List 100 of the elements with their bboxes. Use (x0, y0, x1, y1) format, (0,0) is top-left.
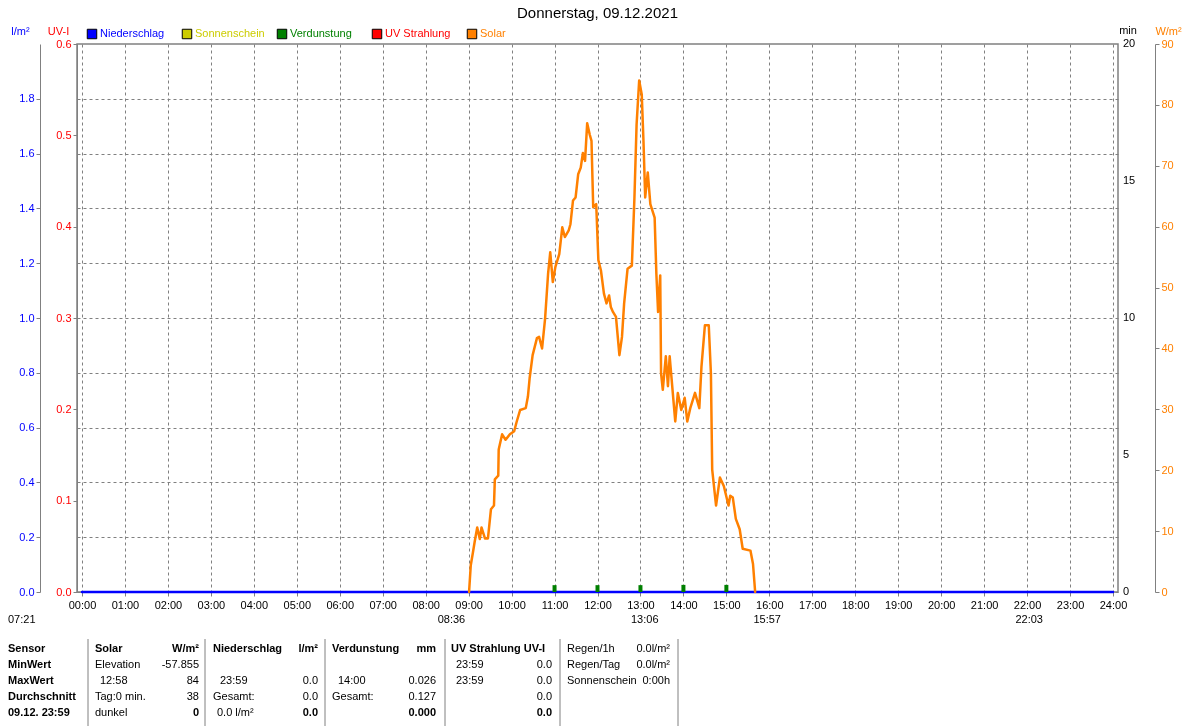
text: 0 (192, 706, 199, 718)
text: MaxWert (8, 674, 54, 686)
y-tick-label: 1.2 (19, 256, 35, 269)
text: 84 (186, 674, 199, 686)
x-tick-label: 02:00 (154, 598, 183, 611)
x-tick-label: 01:00 (111, 598, 140, 611)
annotation: 15:57 (753, 613, 781, 625)
y3-tick-label: 90 (1161, 37, 1174, 50)
text: mm (416, 642, 437, 654)
x-tick-label: 10:00 (498, 598, 526, 611)
y2-tick-label: 0.2 (56, 402, 72, 415)
y-tick-label: 0.0 (19, 585, 35, 598)
y3-tick-label: 50 (1161, 281, 1174, 294)
text: min (1119, 24, 1137, 36)
x-tick-label: 04:00 (240, 598, 269, 611)
y-axis-title: l/m² (11, 24, 30, 37)
x-tick-label: 05:00 (283, 598, 312, 611)
text: Gesamt: (332, 690, 374, 702)
x-tick-label: 15:00 (713, 598, 741, 611)
legend-label: Niederschlag (100, 27, 165, 39)
legend-label: Solar (480, 27, 507, 39)
text: Regen/1h (567, 642, 615, 654)
y-tick-label: 0.2 (19, 530, 35, 543)
legend-label: Verdunstung (290, 27, 352, 39)
text: 0.0 (536, 658, 552, 670)
y3-tick-label: 80 (1161, 98, 1174, 111)
text: 0.0 (536, 706, 552, 718)
x-tick-label: 18:00 (841, 598, 870, 611)
y2-axis-title: UV-I (47, 24, 70, 37)
text: 07:21 (8, 613, 36, 625)
y-tick-label: 1.6 (19, 147, 35, 160)
x-tick-label: 07:00 (369, 598, 397, 611)
text: 0.0l/m² (636, 642, 671, 654)
y-tick-label: 0.8 (19, 366, 35, 379)
text: Sensor (8, 642, 47, 654)
text: Elevation (95, 658, 141, 670)
text: 0.0 (302, 706, 318, 718)
y3-tick-label: 40 (1161, 341, 1174, 354)
text: 0.0l/m² (636, 658, 671, 670)
text: 0.026 (408, 674, 436, 686)
text: -57.855 (161, 658, 199, 670)
text: 0 (1123, 585, 1130, 597)
x-tick-label: 00:00 (68, 598, 97, 611)
text: 0.0 (302, 690, 318, 702)
text: Regen/Tag (567, 658, 621, 670)
x-tick-label: 20:00 (927, 598, 956, 611)
text: MinWert (8, 658, 52, 670)
chart-title: Donnerstag, 09.12.2021 (517, 4, 678, 21)
text: 15 (1123, 174, 1136, 186)
text: Verdunstung (332, 642, 400, 654)
x-tick-label: 13:00 (627, 598, 655, 611)
y-tick-label: 1.4 (19, 201, 35, 214)
text: 23:59 (456, 674, 484, 686)
x-tick-label: 23:00 (1056, 598, 1085, 611)
legend-label: Sonnenschein (195, 27, 265, 39)
y3-tick-label: 60 (1161, 220, 1174, 233)
text: 10 (1123, 311, 1136, 323)
x-tick-label: 16:00 (756, 598, 784, 611)
text: UV Strahlung UV-I (451, 642, 546, 654)
y2-tick-label: 0.3 (56, 311, 72, 324)
y2-tick-label: 0.1 (56, 494, 72, 507)
line-series (467, 79, 757, 594)
x-tick-label: 24:00 (1099, 598, 1128, 611)
text: 23:59 (456, 658, 484, 670)
y2-tick-label: 0.6 (56, 37, 72, 50)
x-tick-label: 17:00 (799, 598, 827, 611)
text: W/m² (172, 642, 200, 654)
y3-tick-label: 20 (1161, 463, 1174, 476)
x-tick-label: 14:00 (670, 598, 698, 611)
text: 12:58 (100, 674, 128, 686)
text: Solar (95, 642, 124, 654)
x-tick-label: 09:00 (455, 598, 483, 611)
annotation: 13:06 (630, 613, 659, 625)
y2-tick-label: 0.5 (56, 128, 72, 141)
text: Niederschlag (213, 642, 283, 654)
text: 38 (186, 690, 199, 702)
text: 0.0 l/m² (217, 706, 255, 718)
x-tick-label: 11:00 (541, 598, 569, 611)
text: 20 (1123, 37, 1136, 49)
text: dunkel (95, 706, 128, 718)
text: 14:00 (338, 674, 366, 686)
y2-tick-label: 0.0 (56, 585, 72, 598)
y-tick-label: 1.0 (19, 311, 35, 324)
y-tick-label: 1.8 (19, 92, 35, 105)
y3-tick-label: 10 (1161, 524, 1174, 537)
y3-tick-label: 30 (1161, 402, 1174, 415)
y2-tick-label: 0.4 (56, 220, 72, 233)
annotation: 22:03 (1015, 613, 1043, 625)
text: 23:59 (220, 674, 248, 686)
y3-tick-label: 0 (1161, 585, 1168, 598)
y3-tick-label: 70 (1161, 159, 1174, 172)
x-tick-label: 12:00 (584, 598, 612, 611)
text: 0.0 (536, 690, 552, 702)
legend-label: UV Strahlung (385, 27, 451, 39)
y3-axis-title: W/m² (1155, 24, 1182, 37)
text: Gesamt: (213, 690, 255, 702)
annotation: 08:36 (437, 613, 466, 625)
x-tick-label: 22:00 (1013, 598, 1042, 611)
text: 09.12. 23:59 (8, 706, 70, 718)
text: l/m² (298, 642, 319, 654)
